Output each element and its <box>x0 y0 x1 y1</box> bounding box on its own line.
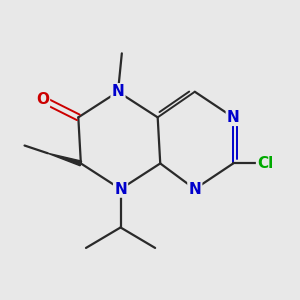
Polygon shape <box>48 153 82 166</box>
Text: N: N <box>114 182 127 196</box>
Text: N: N <box>227 110 240 125</box>
Text: Cl: Cl <box>257 156 273 171</box>
Text: O: O <box>36 92 49 107</box>
Text: N: N <box>112 84 124 99</box>
Text: N: N <box>188 182 201 196</box>
